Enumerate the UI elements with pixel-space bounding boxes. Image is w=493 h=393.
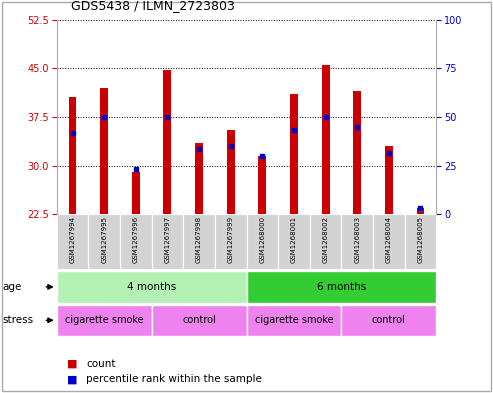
- Text: GSM1267998: GSM1267998: [196, 216, 202, 263]
- Bar: [69, 97, 76, 214]
- Bar: [195, 143, 203, 214]
- Bar: [57, 305, 152, 336]
- Bar: [417, 208, 424, 214]
- Text: GSM1267996: GSM1267996: [133, 216, 139, 263]
- Text: GSM1267994: GSM1267994: [70, 216, 75, 263]
- Text: ■: ■: [67, 358, 77, 369]
- Bar: [152, 214, 183, 269]
- Bar: [290, 94, 298, 214]
- Bar: [373, 214, 405, 269]
- Text: count: count: [86, 358, 116, 369]
- Text: cigarette smoke: cigarette smoke: [255, 315, 333, 325]
- Bar: [341, 305, 436, 336]
- Text: control: control: [372, 315, 406, 325]
- Bar: [278, 214, 310, 269]
- Text: GSM1268005: GSM1268005: [418, 216, 423, 263]
- Bar: [152, 305, 246, 336]
- Bar: [227, 130, 235, 214]
- Text: GSM1267997: GSM1267997: [164, 216, 171, 263]
- Text: 6 months: 6 months: [317, 282, 366, 292]
- Bar: [120, 214, 152, 269]
- Text: GSM1267999: GSM1267999: [228, 216, 234, 263]
- Text: GSM1268004: GSM1268004: [386, 216, 392, 263]
- Text: control: control: [182, 315, 216, 325]
- Bar: [132, 172, 140, 214]
- Bar: [215, 214, 246, 269]
- Bar: [88, 214, 120, 269]
- Bar: [321, 65, 329, 214]
- Bar: [385, 146, 393, 214]
- Text: ■: ■: [67, 374, 77, 384]
- Bar: [100, 88, 108, 214]
- Bar: [246, 305, 341, 336]
- Text: GSM1268002: GSM1268002: [322, 216, 329, 263]
- Text: 4 months: 4 months: [127, 282, 176, 292]
- Bar: [353, 91, 361, 214]
- Text: stress: stress: [2, 315, 34, 325]
- Bar: [405, 214, 436, 269]
- Text: cigarette smoke: cigarette smoke: [65, 315, 143, 325]
- Bar: [246, 271, 436, 303]
- Text: GSM1267995: GSM1267995: [101, 216, 107, 263]
- Bar: [341, 214, 373, 269]
- Bar: [310, 214, 341, 269]
- Text: GDS5438 / ILMN_2723803: GDS5438 / ILMN_2723803: [71, 0, 235, 12]
- Bar: [164, 70, 172, 214]
- Bar: [57, 271, 246, 303]
- Text: GSM1268001: GSM1268001: [291, 216, 297, 263]
- Text: age: age: [2, 282, 22, 292]
- Text: GSM1268003: GSM1268003: [354, 216, 360, 263]
- Bar: [246, 214, 278, 269]
- Text: percentile rank within the sample: percentile rank within the sample: [86, 374, 262, 384]
- Bar: [258, 156, 266, 214]
- Bar: [183, 214, 215, 269]
- Bar: [57, 214, 88, 269]
- Text: GSM1268000: GSM1268000: [259, 216, 265, 263]
